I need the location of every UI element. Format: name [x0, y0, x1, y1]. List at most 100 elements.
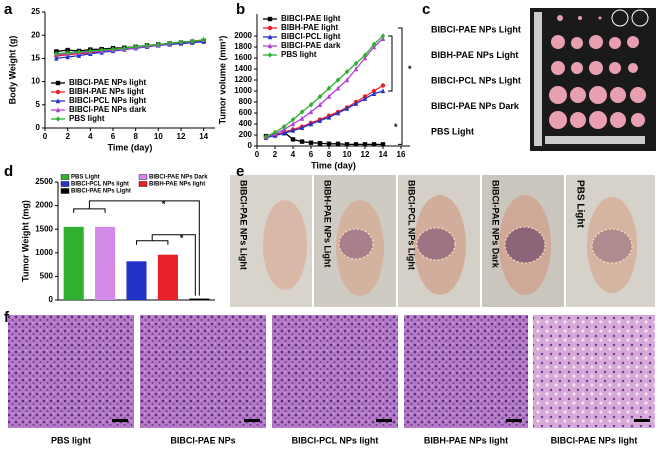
marker	[133, 44, 138, 50]
photo-label: PBS light	[51, 435, 91, 445]
legend-swatch	[138, 174, 148, 180]
marker	[335, 110, 341, 116]
photo-label: BIBCl-PCL NPs Light	[407, 180, 417, 270]
legend-swatch	[138, 181, 148, 187]
y-tick-label: 20	[31, 30, 40, 39]
x-tick-label: 4	[88, 132, 93, 141]
bracket	[398, 27, 403, 145]
marker	[290, 127, 296, 133]
photo-label: BIBCl-PCL NPs Light	[431, 75, 521, 85]
marker	[371, 91, 377, 96]
legend-label: BIBH-PAE NPs light	[149, 182, 205, 188]
y-tick-label: 600	[239, 108, 253, 117]
marker	[190, 38, 195, 44]
marker	[353, 142, 359, 147]
marker	[353, 60, 359, 67]
legend-swatch	[60, 181, 70, 187]
x-tick-label: 6	[309, 150, 314, 159]
marker	[326, 85, 332, 91]
marker	[380, 142, 386, 147]
marker	[290, 116, 296, 123]
y-tick-label: 1000	[234, 86, 252, 95]
x-tick-label: 10	[154, 132, 163, 141]
marker	[335, 141, 341, 146]
y-tick-label: 0	[36, 123, 41, 132]
marker	[267, 16, 273, 22]
marker	[65, 54, 70, 60]
marker	[380, 33, 386, 39]
legend-label: BIBCl-PCL NPs light	[71, 182, 129, 188]
marker	[267, 25, 273, 31]
photo-label: PBS Light	[431, 126, 474, 136]
marker	[326, 141, 332, 146]
panel-label: a	[4, 1, 13, 18]
y-tick-label: 0	[248, 141, 253, 150]
bar	[157, 254, 178, 300]
panel-label: d	[4, 163, 13, 180]
legend-label: BIBH-PAE NPs light	[69, 87, 144, 96]
marker	[76, 49, 82, 55]
marker	[290, 121, 296, 127]
panel-label: c	[422, 1, 430, 18]
marker	[344, 77, 350, 83]
marker	[317, 141, 323, 146]
legend-swatch	[60, 174, 70, 180]
marker	[55, 116, 61, 122]
histology-images	[8, 315, 655, 428]
legend-label: BIBCl-PCL light	[281, 32, 341, 41]
legend-label: BIBCl-PAE NPs light	[69, 78, 147, 87]
y-tick-label: 15	[31, 54, 40, 63]
y-tick-label: 1000	[35, 248, 53, 257]
x-tick-label: 16	[397, 150, 406, 159]
x-tick-label: 8	[327, 150, 332, 159]
marker	[326, 93, 332, 99]
y-tick-label: 10	[31, 77, 40, 86]
photo-label: BIBH-PAE NPs Light	[323, 180, 333, 267]
marker	[281, 124, 287, 130]
marker	[335, 77, 341, 83]
marker	[299, 109, 305, 115]
marker	[55, 80, 61, 86]
y-tick-label: 1400	[234, 64, 252, 73]
photo-label: PBS Light	[574, 180, 585, 228]
marker	[55, 107, 61, 113]
marker	[371, 41, 377, 47]
bar	[189, 298, 210, 300]
bar	[126, 261, 147, 300]
marker	[110, 46, 116, 52]
x-tick-label: 6	[111, 132, 116, 141]
marker	[380, 88, 386, 94]
marker	[362, 142, 368, 147]
marker	[272, 129, 278, 135]
y-tick-label: 500	[40, 272, 54, 281]
y-tick-label: 2000	[35, 201, 53, 210]
y-axis-label: Tumor Weight (mg)	[20, 200, 30, 282]
photo-label: BIBH-PAE NPs light	[424, 435, 508, 445]
marker	[290, 137, 296, 142]
marker	[88, 48, 93, 54]
marker	[55, 89, 61, 95]
annotation: *	[408, 64, 412, 74]
marker	[299, 125, 305, 131]
photo-label: BIBCl-PCL NPs light	[292, 435, 379, 445]
marker	[317, 118, 323, 123]
x-tick-label: 2	[65, 132, 70, 141]
marker	[308, 121, 314, 127]
marker	[201, 37, 206, 43]
panel-label: e	[236, 163, 244, 180]
y-axis-label: Tumor volume (mm³)	[217, 36, 227, 125]
marker	[308, 102, 314, 108]
marker	[99, 47, 104, 53]
marker	[371, 142, 377, 147]
photo-label: BIBH-PAE NPs Light	[431, 50, 518, 60]
marker	[308, 140, 314, 145]
marker	[344, 69, 350, 75]
legend-label: PBS Light	[71, 175, 100, 181]
annotation: *	[394, 122, 398, 132]
bar	[63, 226, 84, 300]
marker	[326, 114, 332, 120]
y-tick-label: 1600	[234, 53, 252, 62]
x-tick-label: 14	[379, 150, 388, 159]
ruler	[534, 12, 542, 146]
